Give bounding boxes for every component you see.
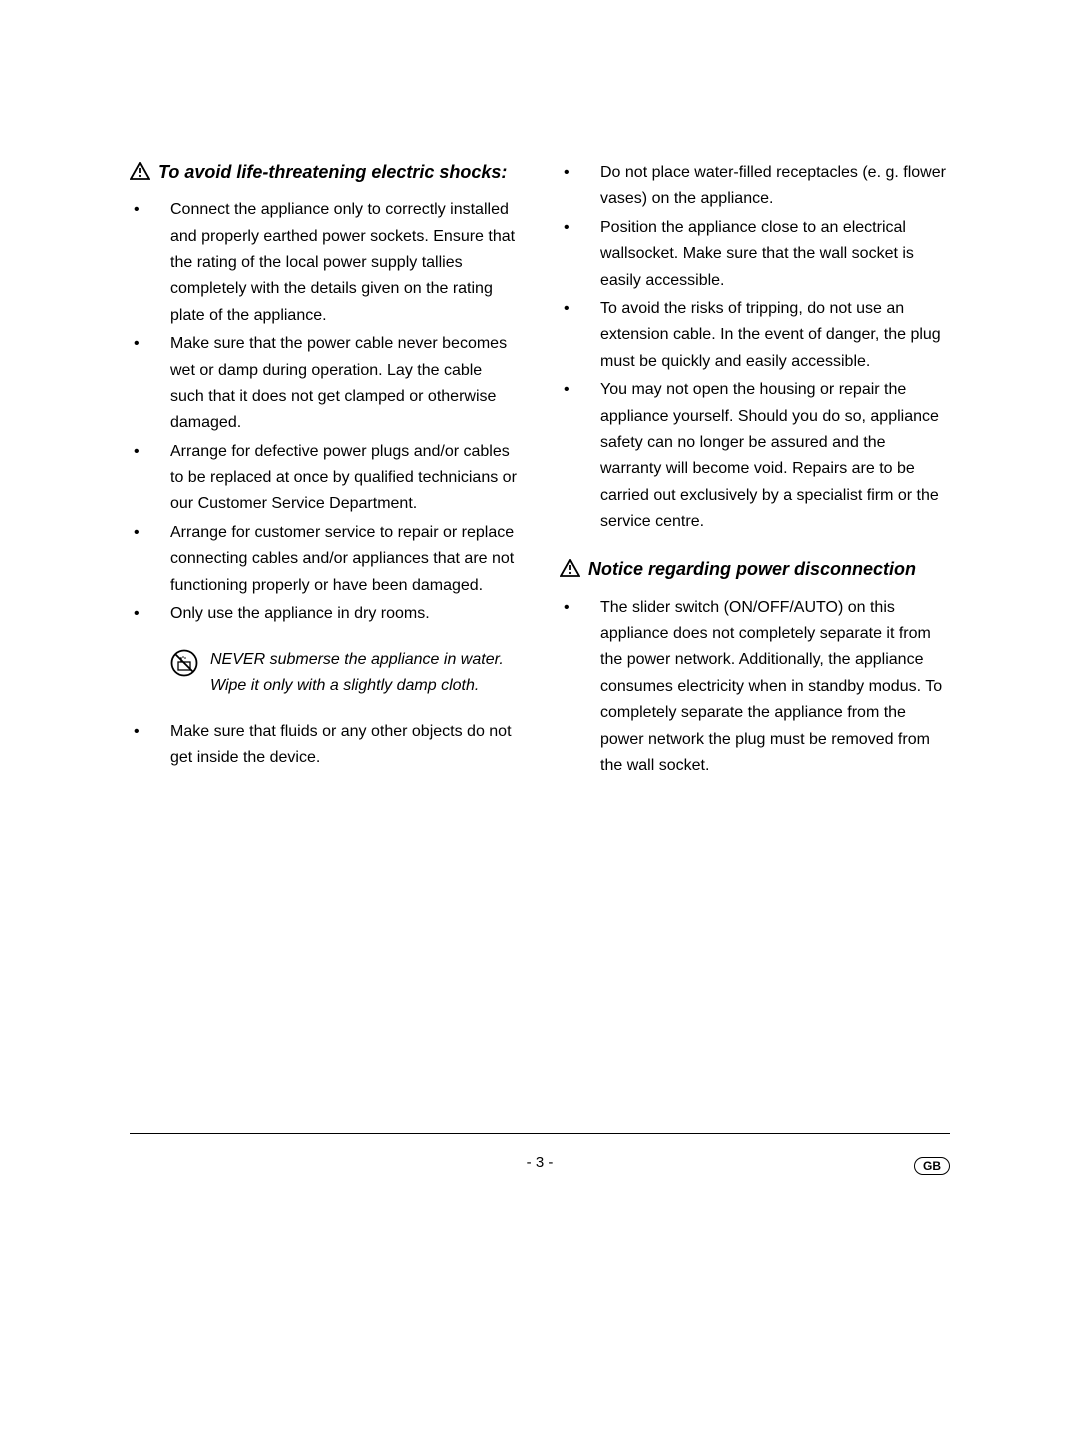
list-item: • Position the appliance close to an ele… xyxy=(560,215,950,294)
warning-triangle-icon xyxy=(560,559,580,584)
heading-text: To avoid life-threatening electric shock… xyxy=(158,160,507,185)
bullet-marker: • xyxy=(560,215,600,294)
section-heading-disconnection: Notice regarding power disconnection xyxy=(560,557,950,584)
list-item: • Arrange for customer service to repair… xyxy=(130,520,520,599)
callout-text: NEVER submerse the appliance in water. W… xyxy=(210,647,520,698)
bullet-text: You may not open the housing or repair t… xyxy=(600,377,950,535)
bullet-text: Position the appliance close to an elect… xyxy=(600,215,950,294)
bullet-marker: • xyxy=(560,160,600,213)
bullet-marker: • xyxy=(130,439,170,518)
bullet-marker: • xyxy=(130,331,170,437)
bullet-marker: • xyxy=(130,520,170,599)
bullet-text: Arrange for customer service to repair o… xyxy=(170,520,520,599)
no-water-icon xyxy=(170,649,198,682)
bullet-text: Connect the appliance only to correctly … xyxy=(170,197,520,329)
heading-text: Notice regarding power disconnection xyxy=(588,557,916,582)
bullet-list-left: • Connect the appliance only to correctl… xyxy=(130,197,520,627)
bullet-list-right-bottom: • The slider switch (ON/OFF/AUTO) on thi… xyxy=(560,595,950,780)
callout-no-water: NEVER submerse the appliance in water. W… xyxy=(170,647,520,698)
list-item: • The slider switch (ON/OFF/AUTO) on thi… xyxy=(560,595,950,780)
region-badge: GB xyxy=(914,1157,950,1175)
footer-divider xyxy=(130,1133,950,1134)
list-item: • Make sure that the power cable never b… xyxy=(130,331,520,437)
page-content: To avoid life-threatening electric shock… xyxy=(0,0,1080,781)
bullet-marker: • xyxy=(560,595,600,780)
list-item: • Connect the appliance only to correctl… xyxy=(130,197,520,329)
left-column: To avoid life-threatening electric shock… xyxy=(130,160,520,781)
bullet-marker: • xyxy=(560,377,600,535)
bullet-text: Do not place water-filled receptacles (e… xyxy=(600,160,950,213)
bullet-list-right-top: • Do not place water-filled receptacles … xyxy=(560,160,950,535)
bullet-marker: • xyxy=(130,601,170,627)
list-item: • Arrange for defective power plugs and/… xyxy=(130,439,520,518)
list-item: • You may not open the housing or repair… xyxy=(560,377,950,535)
bullet-text: Arrange for defective power plugs and/or… xyxy=(170,439,520,518)
bullet-marker: • xyxy=(560,296,600,375)
list-item: • Make sure that fluids or any other obj… xyxy=(130,719,520,772)
list-item: • Do not place water-filled receptacles … xyxy=(560,160,950,213)
bullet-text: Make sure that the power cable never bec… xyxy=(170,331,520,437)
bullet-text: Only use the appliance in dry rooms. xyxy=(170,601,520,627)
bullet-list-left-after: • Make sure that fluids or any other obj… xyxy=(130,719,520,772)
bullet-text: The slider switch (ON/OFF/AUTO) on this … xyxy=(600,595,950,780)
list-item: • To avoid the risks of tripping, do not… xyxy=(560,296,950,375)
right-column: • Do not place water-filled receptacles … xyxy=(560,160,950,781)
bullet-marker: • xyxy=(130,197,170,329)
warning-triangle-icon xyxy=(130,162,150,187)
section-heading-shocks: To avoid life-threatening electric shock… xyxy=(130,160,520,187)
list-item: • Only use the appliance in dry rooms. xyxy=(130,601,520,627)
bullet-text: To avoid the risks of tripping, do not u… xyxy=(600,296,950,375)
bullet-text: Make sure that fluids or any other objec… xyxy=(170,719,520,772)
bullet-marker: • xyxy=(130,719,170,772)
